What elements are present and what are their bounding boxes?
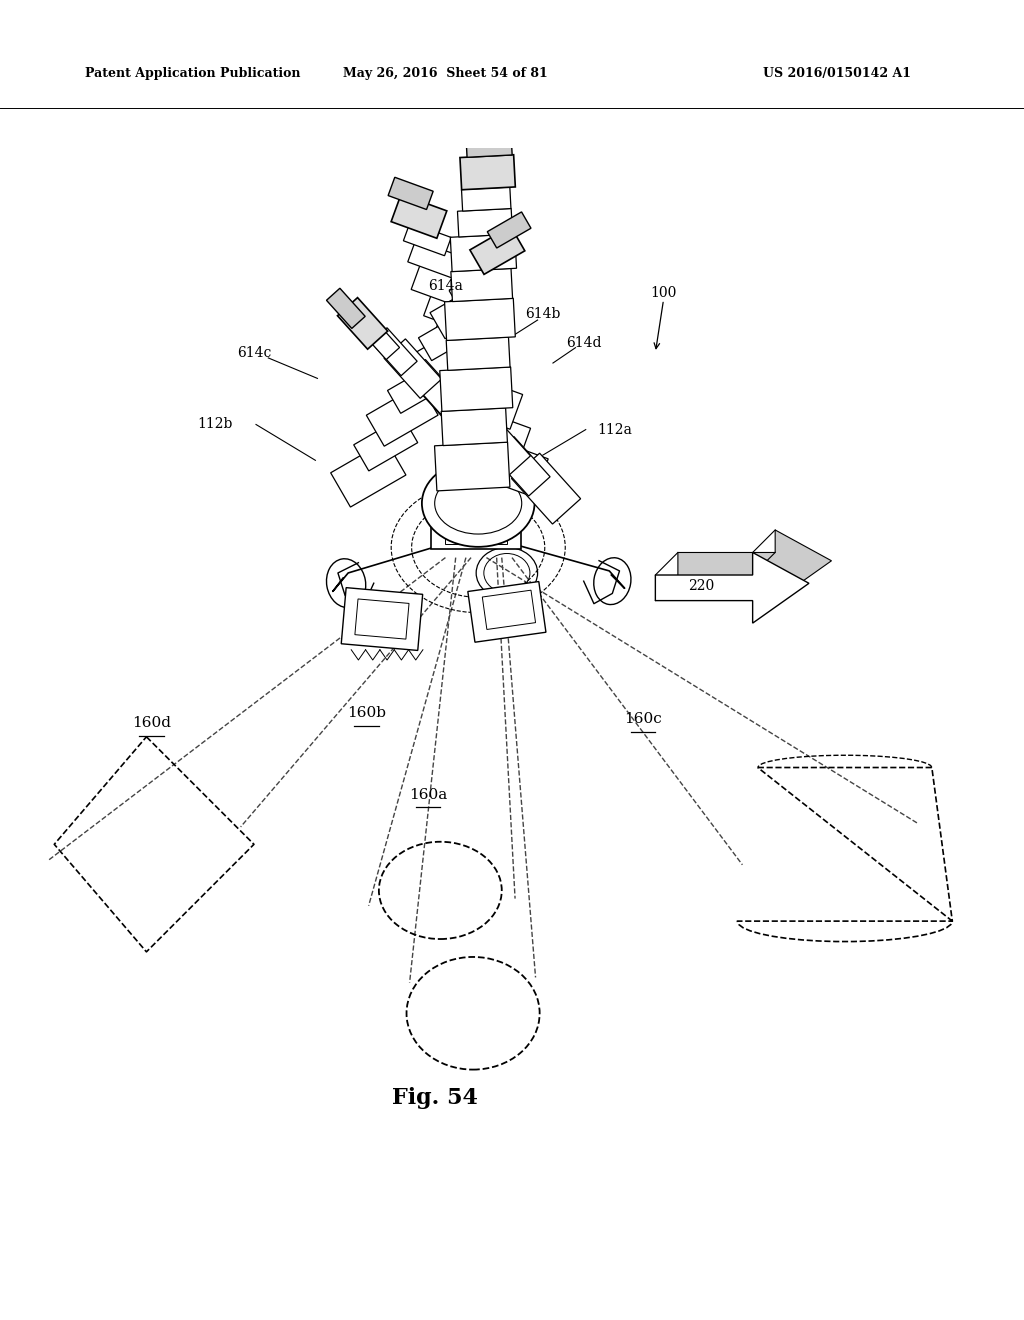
- Text: 112a: 112a: [597, 422, 632, 437]
- Text: Fig. 54: Fig. 54: [392, 1088, 478, 1109]
- Polygon shape: [431, 490, 521, 549]
- Polygon shape: [434, 442, 510, 491]
- Polygon shape: [429, 314, 500, 368]
- Polygon shape: [472, 436, 548, 498]
- Polygon shape: [387, 363, 449, 413]
- Polygon shape: [493, 437, 550, 496]
- Polygon shape: [465, 408, 530, 458]
- Polygon shape: [327, 288, 366, 329]
- Polygon shape: [412, 260, 476, 309]
- Polygon shape: [398, 333, 467, 392]
- Polygon shape: [450, 267, 502, 310]
- Polygon shape: [462, 187, 511, 211]
- Ellipse shape: [435, 473, 522, 535]
- Ellipse shape: [422, 459, 535, 546]
- Polygon shape: [391, 194, 446, 239]
- Polygon shape: [388, 177, 433, 210]
- Polygon shape: [655, 553, 809, 623]
- Text: 160b: 160b: [347, 706, 386, 721]
- Text: 614a: 614a: [428, 280, 463, 293]
- Text: 220: 220: [688, 579, 715, 593]
- Polygon shape: [449, 397, 503, 453]
- Text: 614d: 614d: [566, 335, 601, 350]
- Polygon shape: [450, 372, 522, 429]
- Text: 160d: 160d: [132, 717, 171, 730]
- Text: US 2016/0150142 A1: US 2016/0150142 A1: [763, 66, 911, 79]
- Polygon shape: [465, 412, 530, 479]
- Text: 160a: 160a: [409, 788, 447, 803]
- Polygon shape: [463, 252, 509, 289]
- Polygon shape: [444, 298, 515, 341]
- Polygon shape: [446, 337, 510, 371]
- Polygon shape: [678, 529, 831, 601]
- Polygon shape: [359, 317, 399, 359]
- Text: 112b: 112b: [198, 417, 232, 432]
- Text: 614b: 614b: [525, 306, 560, 321]
- Text: 160c: 160c: [625, 713, 662, 726]
- Polygon shape: [423, 374, 485, 438]
- Polygon shape: [424, 290, 484, 334]
- Text: 100: 100: [650, 286, 677, 301]
- Polygon shape: [445, 503, 507, 544]
- Polygon shape: [367, 384, 438, 446]
- Polygon shape: [371, 327, 417, 376]
- Text: May 26, 2016  Sheet 54 of 81: May 26, 2016 Sheet 54 of 81: [343, 66, 548, 79]
- Polygon shape: [341, 587, 423, 651]
- Polygon shape: [331, 441, 406, 507]
- Polygon shape: [407, 359, 459, 414]
- Polygon shape: [408, 240, 462, 279]
- Polygon shape: [468, 582, 546, 643]
- Polygon shape: [430, 284, 494, 339]
- Polygon shape: [444, 348, 506, 393]
- Polygon shape: [482, 590, 536, 630]
- Polygon shape: [451, 234, 516, 272]
- Polygon shape: [355, 599, 409, 639]
- Polygon shape: [338, 297, 388, 350]
- Polygon shape: [419, 312, 477, 360]
- Polygon shape: [403, 223, 452, 256]
- Polygon shape: [512, 453, 581, 524]
- Text: 614c: 614c: [237, 346, 271, 360]
- Polygon shape: [384, 339, 441, 399]
- Polygon shape: [441, 408, 508, 446]
- Polygon shape: [460, 154, 515, 190]
- Polygon shape: [487, 213, 531, 248]
- Polygon shape: [353, 417, 418, 471]
- Polygon shape: [466, 133, 512, 157]
- Polygon shape: [439, 367, 513, 412]
- Polygon shape: [458, 209, 513, 238]
- Text: Patent Application Publication: Patent Application Publication: [85, 66, 300, 79]
- Polygon shape: [470, 226, 525, 275]
- Polygon shape: [451, 268, 513, 301]
